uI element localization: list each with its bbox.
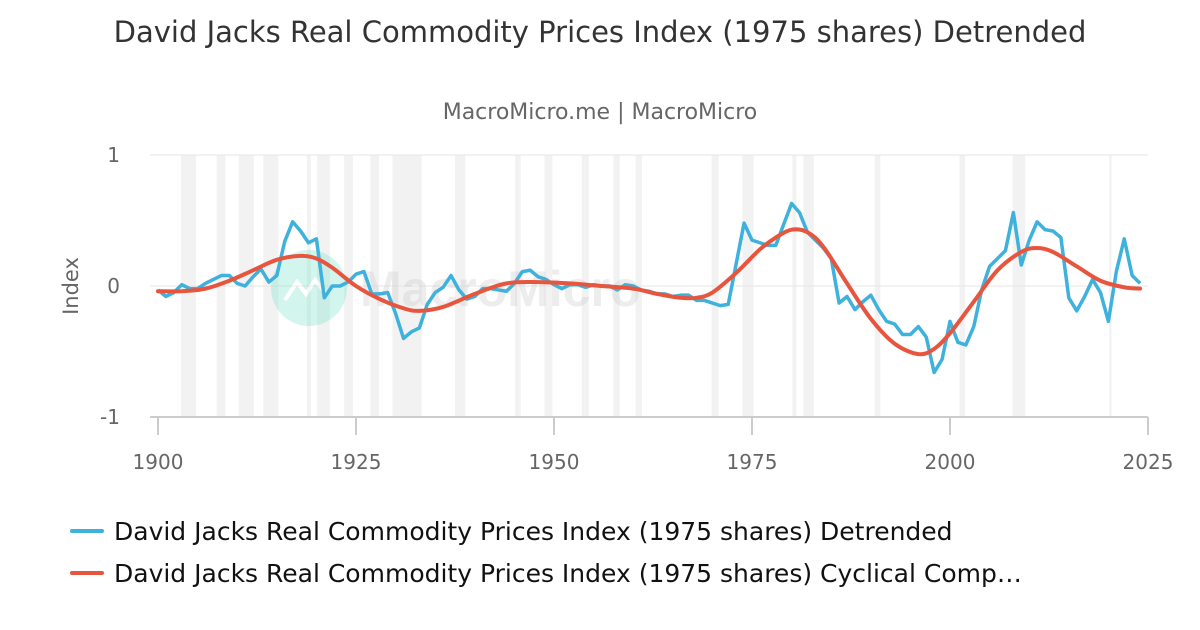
legend-label: David Jacks Real Commodity Prices Index … bbox=[114, 558, 1022, 588]
y-tick-label: -1 bbox=[100, 405, 120, 429]
chart-subtitle: MacroMicro.me | MacroMicro bbox=[442, 100, 758, 125]
series-line-cyclical bbox=[156, 227, 1143, 357]
legend-swatch bbox=[70, 529, 104, 533]
y-axis-label: Index bbox=[59, 257, 83, 315]
x-tick-label: 1900 bbox=[133, 450, 184, 474]
x-tick-label: 1975 bbox=[727, 450, 778, 474]
x-tick-label: 2025 bbox=[1123, 450, 1174, 474]
legend-swatch bbox=[70, 571, 104, 575]
y-tick-label: 1 bbox=[107, 143, 120, 167]
x-tick-label: 1925 bbox=[331, 450, 382, 474]
x-tick-label: 1950 bbox=[529, 450, 580, 474]
legend: David Jacks Real Commodity Prices Index … bbox=[70, 510, 1022, 594]
y-tick-label: 0 bbox=[107, 274, 120, 298]
legend-label: David Jacks Real Commodity Prices Index … bbox=[114, 516, 953, 546]
chart-title: David Jacks Real Commodity Prices Index … bbox=[113, 15, 1087, 49]
legend-item-cyclical[interactable]: David Jacks Real Commodity Prices Index … bbox=[70, 552, 1022, 594]
legend-item-detrended[interactable]: David Jacks Real Commodity Prices Index … bbox=[70, 510, 1022, 552]
x-tick-label: 2000 bbox=[925, 450, 976, 474]
